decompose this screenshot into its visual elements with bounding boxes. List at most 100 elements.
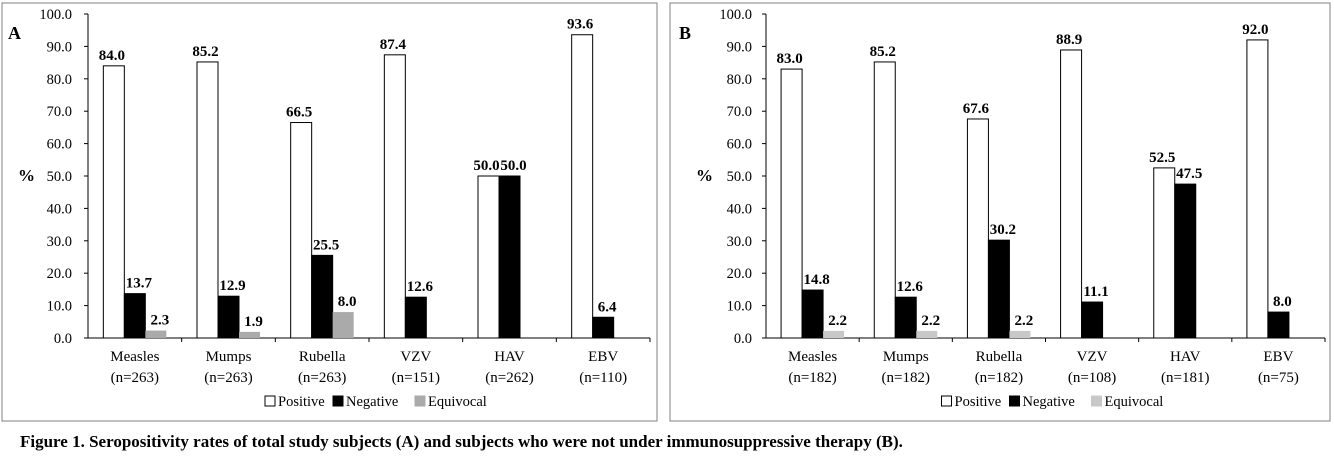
bar-positive-rubella <box>966 118 989 339</box>
y-tick-label: 0.0 <box>734 331 752 347</box>
data-label-negative-mumps: 12.6 <box>897 279 924 295</box>
bar-equivocal-mumps <box>916 330 938 338</box>
bar-positive-vzv <box>383 54 406 339</box>
y-axis-label: % <box>696 166 713 185</box>
panel-frame <box>1 2 658 422</box>
data-label-positive-ebv: 93.6 <box>567 17 594 33</box>
bar-positive-hav <box>477 175 500 339</box>
bar-negative-vzv <box>1081 301 1104 339</box>
bar-positive-hav <box>1153 167 1176 339</box>
x-category-n: (n=182) <box>975 370 1023 386</box>
legend-swatch-positive <box>941 395 952 407</box>
bar-equivocal-rubella <box>332 312 354 338</box>
legend-label-negative: Negative <box>346 394 398 410</box>
bar-positive-vzv <box>1060 49 1083 339</box>
data-label-negative-ebv: 6.4 <box>598 299 617 315</box>
y-tick-label: 50.0 <box>47 169 72 185</box>
y-tick-label: 30.0 <box>727 234 752 250</box>
bar-equivocal-mumps <box>239 331 260 338</box>
bar-negative-rubella <box>311 254 334 339</box>
y-tick-label: 100.0 <box>39 7 72 23</box>
y-tick-label: 40.0 <box>47 201 72 217</box>
chart-panel-B: B% 0.0 10.0 20.0 30.0 40.0 50.0 60.0 70.0 80.0 90.… <box>669 2 1331 422</box>
bar-negative-mumps <box>217 295 240 339</box>
y-tick-label: 60.0 <box>47 137 72 153</box>
data-label-negative-hav: 50.0 <box>500 158 526 174</box>
x-category-label: Mumps <box>883 349 929 365</box>
x-category-n: (n=110) <box>579 370 627 386</box>
y-tick-label: 60.0 <box>727 137 752 153</box>
x-category-n: (n=182) <box>882 370 930 386</box>
bar-negative-measles <box>123 293 146 339</box>
panel-label: B <box>679 23 691 43</box>
x-category-n: (n=182) <box>788 370 836 386</box>
data-label-positive-rubella: 66.5 <box>286 105 312 121</box>
y-tick-label: 90.0 <box>727 39 752 55</box>
x-category-label: VZV <box>400 349 431 365</box>
legend-label-equivocal: Equivocal <box>428 394 487 410</box>
legend-swatch-negative <box>332 395 344 407</box>
legend-label-positive: Positive <box>955 394 1002 410</box>
x-category-n: (n=263) <box>111 370 159 386</box>
data-label-positive-vzv: 87.4 <box>380 37 407 53</box>
panel-label: A <box>8 23 21 43</box>
bar-equivocal-measles <box>823 330 845 338</box>
data-label-positive-rubella: 67.6 <box>963 101 990 117</box>
chart-panel-A: A% 0.0 10.0 20.0 30.0 40.0 50.0 60.0 70.0 80.0 90.… <box>1 2 658 422</box>
data-label-negative-vzv: 11.1 <box>1083 284 1108 300</box>
data-label-positive-mumps: 85.2 <box>870 44 896 60</box>
data-label-equivocal-measles: 2.2 <box>828 313 847 329</box>
data-label-equivocal-mumps: 1.9 <box>244 314 263 330</box>
y-tick-label: 20.0 <box>727 266 752 282</box>
bar-negative-mumps <box>894 296 917 339</box>
legend-swatch-equivocal <box>1091 395 1102 407</box>
y-tick-label: 40.0 <box>727 201 752 217</box>
y-tick-label: 20.0 <box>47 266 72 282</box>
x-category-label: Mumps <box>206 349 252 365</box>
data-label-equivocal-rubella: 2.2 <box>1015 313 1034 329</box>
x-category-label: EBV <box>1263 349 1293 365</box>
data-label-negative-measles: 13.7 <box>126 276 153 292</box>
data-label-negative-vzv: 12.6 <box>407 279 434 295</box>
bar-positive-mumps <box>873 61 896 339</box>
x-category-n: (n=262) <box>485 370 533 386</box>
panel-frame <box>669 2 1331 422</box>
data-label-positive-hav: 50.0 <box>473 158 499 174</box>
data-label-positive-measles: 84.0 <box>99 48 125 64</box>
bar-positive-ebv <box>571 34 594 339</box>
bar-negative-hav <box>1174 183 1197 339</box>
legend-label-negative: Negative <box>1023 394 1075 410</box>
y-tick-label: 30.0 <box>47 234 72 250</box>
y-tick-label: 50.0 <box>727 169 752 185</box>
y-tick-label: 70.0 <box>47 104 72 120</box>
x-category-label: Measles <box>788 349 837 365</box>
y-axis-label: % <box>18 166 35 185</box>
data-label-negative-rubella: 30.2 <box>990 222 1016 238</box>
y-tick-label: 100.0 <box>719 7 752 23</box>
legend-label-equivocal: Equivocal <box>1105 394 1164 410</box>
bar-negative-ebv <box>1267 311 1290 339</box>
bar-equivocal-measles <box>145 330 167 338</box>
x-category-n: (n=75) <box>1258 370 1299 386</box>
x-category-label: Rubella <box>976 349 1023 365</box>
bar-negative-ebv <box>592 316 615 339</box>
bar-positive-measles <box>780 68 803 339</box>
data-label-positive-mumps: 85.2 <box>192 44 218 60</box>
y-tick-label: 10.0 <box>47 299 72 315</box>
bar-negative-hav <box>498 175 521 339</box>
legend-swatch-equivocal <box>414 395 426 407</box>
data-label-negative-ebv: 8.0 <box>1273 294 1292 310</box>
y-tick-label: 10.0 <box>727 299 752 315</box>
bar-negative-rubella <box>987 239 1010 339</box>
data-label-positive-measles: 83.0 <box>776 51 802 67</box>
data-label-negative-rubella: 25.5 <box>313 237 339 253</box>
data-label-positive-ebv: 92.0 <box>1242 22 1268 38</box>
legend-swatch-negative <box>1009 395 1020 407</box>
y-tick-label: 80.0 <box>47 72 72 88</box>
bar-positive-rubella <box>290 122 313 339</box>
data-label-equivocal-mumps: 2.2 <box>921 313 940 329</box>
bar-positive-mumps <box>196 61 219 339</box>
data-label-negative-measles: 14.8 <box>803 272 829 288</box>
x-category-label: HAV <box>494 349 525 365</box>
